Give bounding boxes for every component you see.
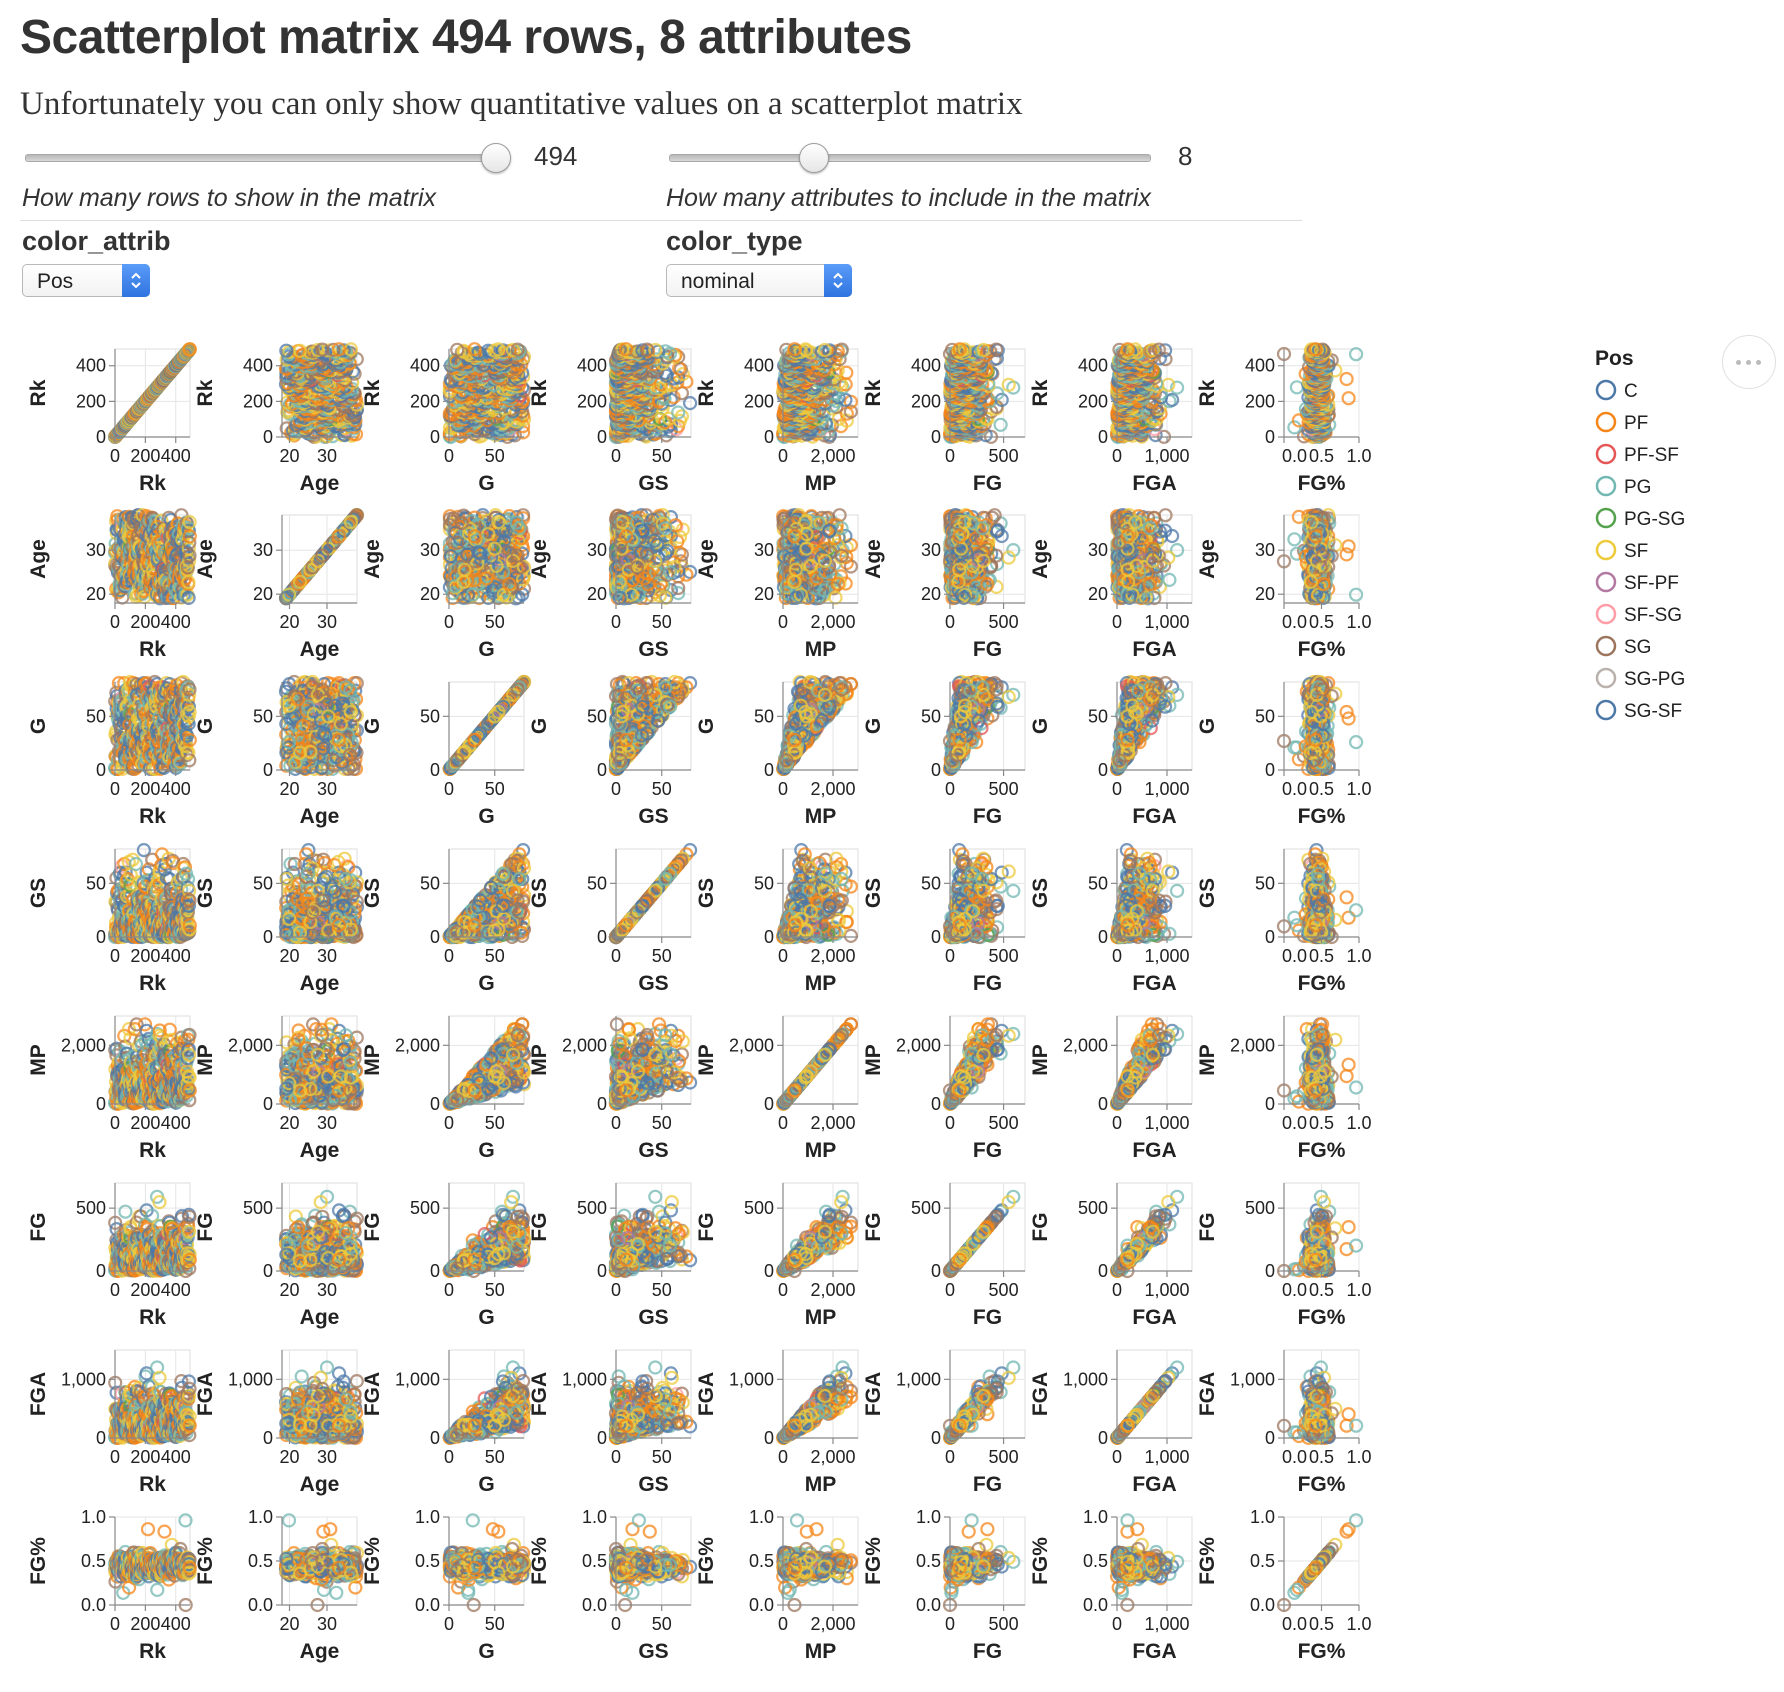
x-tick-label: 30 <box>317 446 337 466</box>
y-axis-title: Rk <box>194 379 217 406</box>
x-tick-label: 500 <box>989 446 1019 466</box>
x-axis-title: Rk <box>139 472 166 495</box>
y-tick-label: 400 <box>410 356 440 376</box>
y-tick-label: 0 <box>96 427 106 447</box>
y-tick-label: 0 <box>430 427 440 447</box>
point-group <box>280 343 363 443</box>
x-tick-label: 200 <box>130 446 160 466</box>
x-tick-label: 0 <box>778 446 788 466</box>
point-group <box>777 343 857 443</box>
y-axis-title: Rk <box>862 379 885 406</box>
y-tick-label: 0 <box>931 427 941 447</box>
point-group <box>444 343 530 443</box>
y-tick-label: 400 <box>577 356 607 376</box>
x-tick-label: 0 <box>110 446 120 466</box>
x-tick-label: 0 <box>611 446 621 466</box>
data-point <box>995 419 1007 431</box>
y-tick-label: 0 <box>263 427 273 447</box>
x-axis-title: FG <box>973 472 1002 495</box>
x-tick-label: 20 <box>279 446 299 466</box>
point-group <box>1111 343 1183 443</box>
x-axis-title: G <box>478 472 494 495</box>
x-tick-label: 0 <box>945 446 955 466</box>
y-axis-title: Rk <box>528 379 551 406</box>
y-tick-label: 400 <box>243 356 273 376</box>
y-axis-title: Rk <box>695 379 718 406</box>
x-axis-title: Age <box>300 472 340 495</box>
cell-Rk-vs-MP: 0 2,000 0 200 400 MP Rk <box>695 343 858 495</box>
x-tick-label: 400 <box>161 446 191 466</box>
cell-Rk-vs-G: 0 50 0 200 400 G Rk <box>361 343 530 495</box>
cell-Rk-vs-FG: 0 500 0 200 400 FG Rk <box>862 343 1025 495</box>
x-tick-label: 50 <box>485 446 505 466</box>
x-axis-title: MP <box>805 472 837 495</box>
y-tick-label: 0 <box>597 427 607 447</box>
y-axis-title: Rk <box>27 379 50 406</box>
point-group <box>610 343 696 443</box>
y-tick-label: 400 <box>911 356 941 376</box>
y-tick-label: 200 <box>410 391 440 411</box>
point-group <box>109 343 196 443</box>
y-tick-label: 200 <box>76 391 106 411</box>
x-tick-label: 2,000 <box>810 446 855 466</box>
x-axis-title: GS <box>638 472 668 495</box>
y-tick-label: 200 <box>911 391 941 411</box>
y-axis-title: Rk <box>361 379 384 406</box>
point-group <box>944 343 1019 443</box>
y-tick-label: 400 <box>744 356 774 376</box>
y-tick-label: 0 <box>764 427 774 447</box>
y-tick-label: 400 <box>76 356 106 376</box>
y-tick-label: 200 <box>243 391 273 411</box>
cell-Rk-vs-FGA: 0 1,0000200400FGARk <box>1029 343 1192 495</box>
y-tick-label: 200 <box>577 391 607 411</box>
cell-Rk-vs-Age: 20 30 0 200 400 Age Rk <box>194 343 363 495</box>
y-tick-label: 200 <box>744 391 774 411</box>
x-tick-label: 0 <box>444 446 454 466</box>
cell-Rk-vs-GS: 0 50 0 200 400 GS Rk <box>528 343 696 495</box>
x-tick-label: 50 <box>652 446 672 466</box>
